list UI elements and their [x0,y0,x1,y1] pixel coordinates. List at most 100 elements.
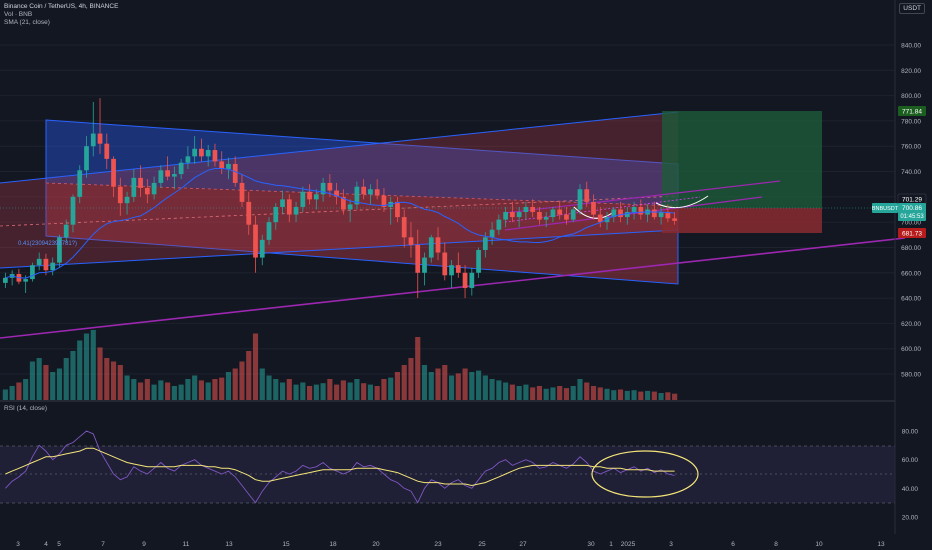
candle[interactable] [313,189,319,210]
candle[interactable] [199,138,204,162]
candle[interactable] [665,204,671,223]
candle[interactable] [496,214,502,235]
candle[interactable] [36,252,42,271]
candle[interactable] [246,191,252,235]
volume-legend[interactable]: Vol · BNB [4,11,33,18]
candle[interactable] [591,194,596,220]
candle[interactable] [185,146,191,170]
candle[interactable] [131,169,137,202]
rsi-legend[interactable]: RSI (14, close) [4,405,47,412]
candle[interactable] [334,182,339,205]
candle[interactable] [273,203,279,230]
candle[interactable] [550,206,556,223]
candle[interactable] [651,201,657,220]
candle[interactable] [537,206,542,225]
candle[interactable] [259,234,265,266]
candle[interactable] [43,253,49,276]
candle[interactable] [516,206,522,228]
candle[interactable] [638,199,644,220]
candle[interactable] [455,252,461,278]
candle[interactable] [672,212,677,225]
long-position-profit-zone[interactable] [662,111,822,208]
candle[interactable] [557,201,563,220]
wedge-lower-trendline[interactable] [504,196,763,231]
candle[interactable] [401,209,407,248]
candle[interactable] [341,189,346,215]
candle[interactable] [212,143,218,167]
candle[interactable] [374,179,380,200]
candle[interactable] [354,181,360,210]
candle[interactable] [476,247,481,278]
candle[interactable] [530,199,536,218]
candle[interactable] [266,217,272,245]
candle[interactable] [510,201,515,223]
candle[interactable] [618,201,623,223]
candle[interactable] [327,174,333,197]
candle[interactable] [90,101,96,157]
candle[interactable] [111,156,116,197]
long-term-support-trendline[interactable] [0,237,906,339]
candle[interactable] [226,157,231,180]
wedge-upper-trendline[interactable] [504,180,781,214]
candle[interactable] [63,219,69,243]
candle[interactable] [503,206,508,228]
candle[interactable] [144,179,150,204]
candle[interactable] [84,136,89,178]
candle[interactable] [449,260,454,288]
candle[interactable] [631,201,637,220]
rsi-highlight-ellipse[interactable] [591,450,699,498]
candle[interactable] [368,184,373,205]
candle[interactable] [428,234,434,263]
candle[interactable] [117,177,123,216]
candle[interactable] [3,272,8,288]
candle[interactable] [435,227,441,261]
candle[interactable] [381,187,387,213]
sma-legend[interactable]: SMA (21, close) [4,19,50,26]
rsi-axis[interactable]: 80.00 60.00 40.00 20.00 [902,429,919,522]
candle[interactable] [104,133,110,170]
candle[interactable] [543,212,549,228]
candle[interactable] [124,191,130,215]
candle[interactable] [77,165,83,204]
candle[interactable] [442,242,448,281]
long-position-loss-zone[interactable] [662,208,822,233]
candle[interactable] [97,98,103,154]
candle[interactable] [584,181,590,207]
descending-channel-upper-band[interactable] [46,120,678,206]
candle[interactable] [178,158,184,180]
candle[interactable] [415,229,421,299]
candle[interactable] [422,252,427,286]
candle[interactable] [577,184,583,215]
candle[interactable] [151,176,157,200]
candle[interactable] [158,165,164,188]
candle[interactable] [462,265,468,299]
candle[interactable] [138,165,143,197]
candle[interactable] [50,257,56,276]
candle[interactable] [611,206,617,223]
candle[interactable] [361,179,367,200]
candle[interactable] [469,267,475,296]
candle[interactable] [253,215,258,273]
candle[interactable] [165,156,170,181]
candle[interactable] [570,206,576,223]
candle[interactable] [16,268,22,285]
candle[interactable] [30,262,35,282]
candle[interactable] [624,206,630,225]
candle[interactable] [239,174,245,207]
time-axis[interactable]: 3 4 5 7 9 11 13 15 18 20 23 25 27 30 1 2025 3 6 8 10 13 [16,541,885,548]
candle[interactable] [219,151,225,175]
candle[interactable] [172,166,177,190]
candle[interactable] [300,186,306,213]
candle[interactable] [564,206,569,225]
candle[interactable] [395,196,400,223]
candle[interactable] [347,199,353,223]
candle[interactable] [286,194,292,223]
candle[interactable] [658,206,664,225]
candle[interactable] [307,184,312,205]
candle[interactable] [192,136,198,164]
candle[interactable] [57,234,62,268]
chart-title[interactable]: Binance Coin / TetherUS, 4h, BINANCE [4,3,119,10]
currency-button[interactable]: USDT [899,3,925,14]
candle[interactable] [320,177,326,202]
candle[interactable] [205,144,211,167]
